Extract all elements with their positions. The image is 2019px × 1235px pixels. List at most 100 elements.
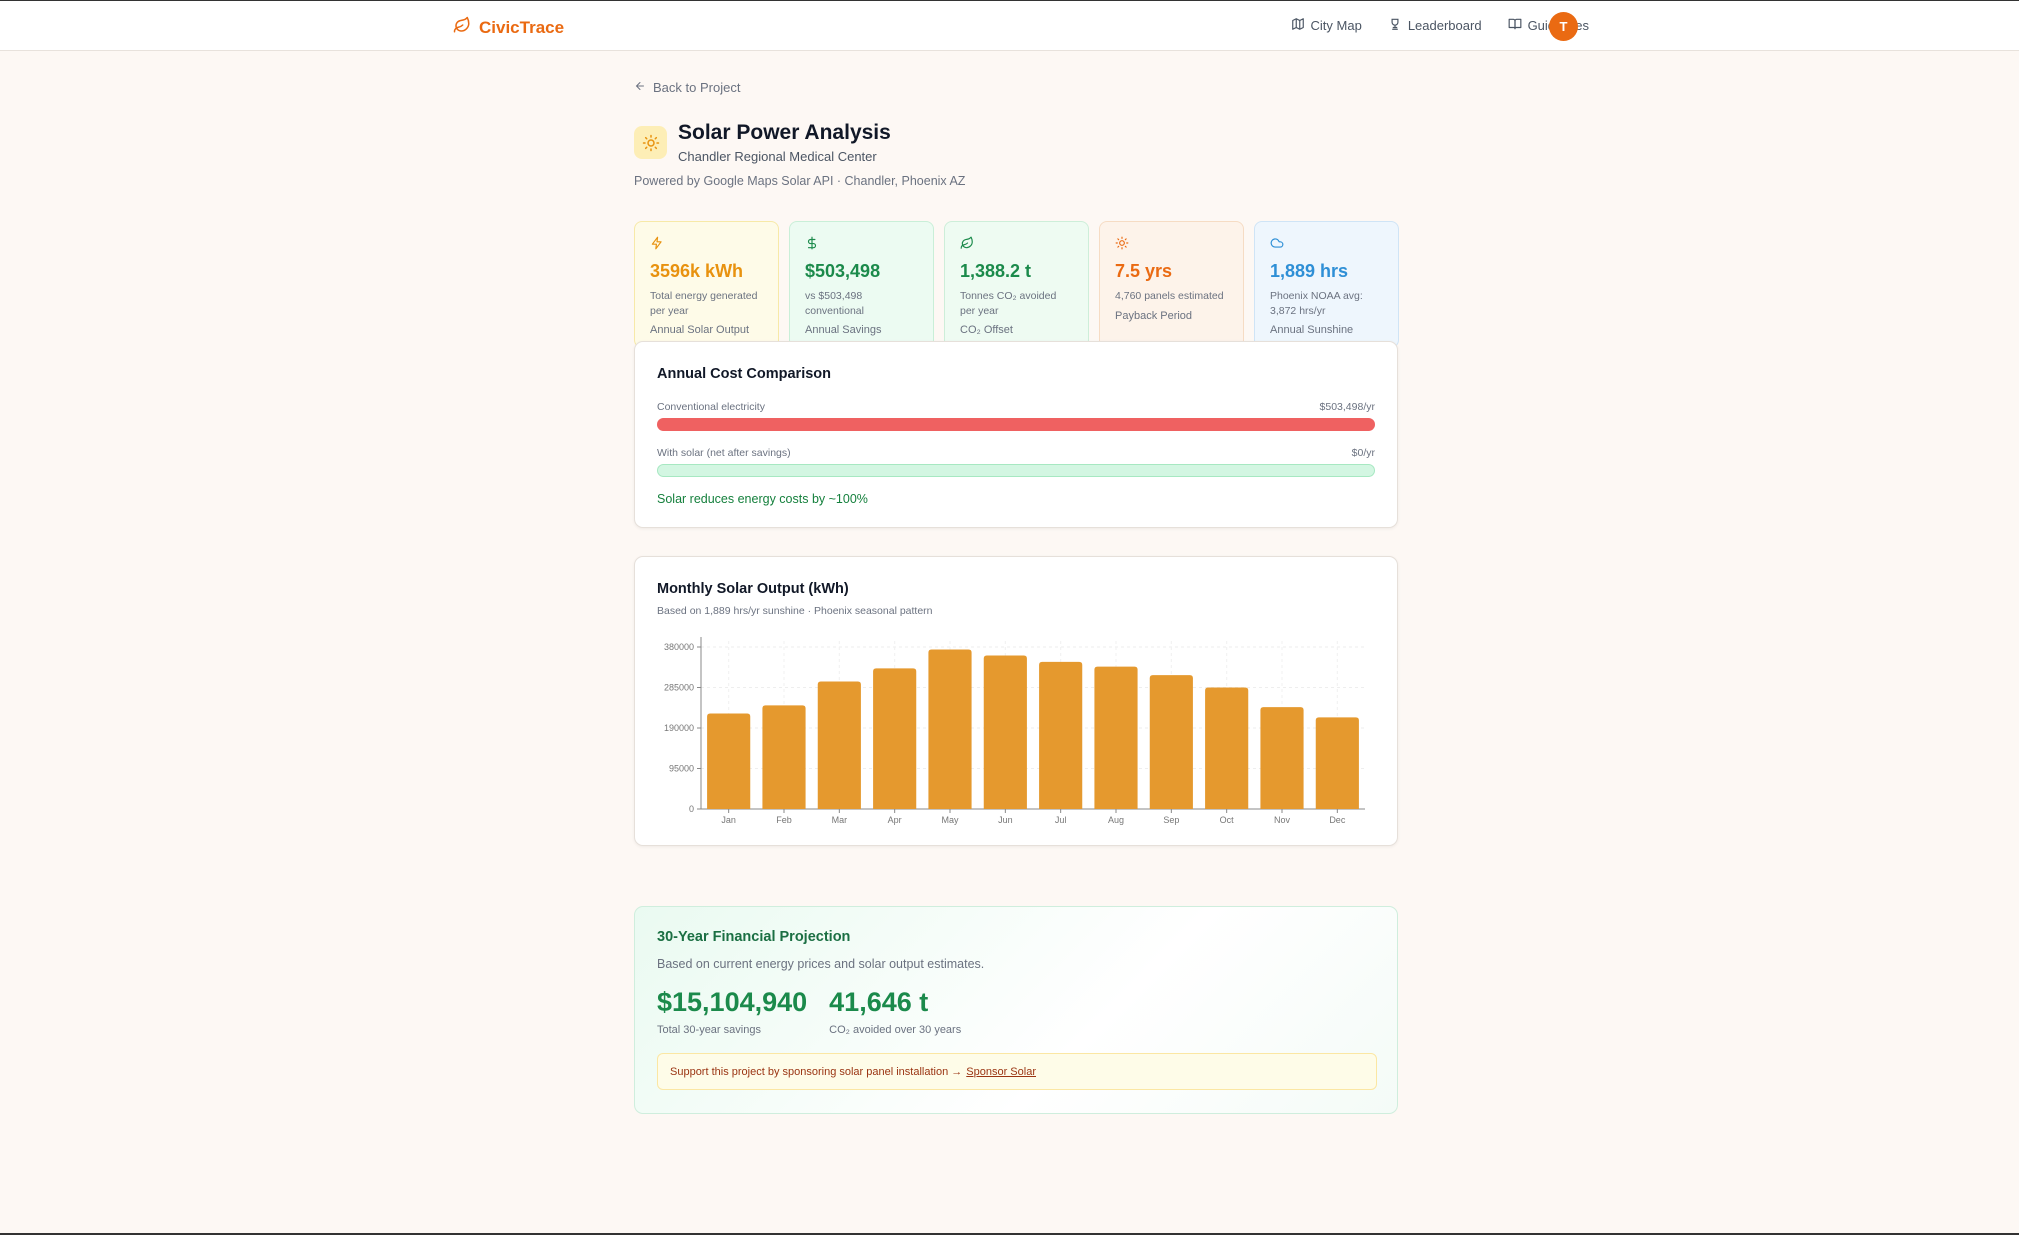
- map-icon: [1291, 17, 1305, 34]
- x-tick-label: Feb: [776, 815, 792, 825]
- sponsor-solar-link[interactable]: Sponsor Solar: [966, 1065, 1036, 1078]
- conventional-value: $503,498/yr: [1319, 401, 1375, 413]
- brand-name: CivicTrace: [479, 17, 565, 37]
- brand-logo[interactable]: CivicTrace: [453, 16, 564, 39]
- y-tick-label: 95000: [669, 764, 694, 774]
- cost-comparison-card: Annual Cost Comparison Conventional elec…: [634, 341, 1398, 528]
- leaf-icon: [960, 236, 1073, 252]
- x-tick-label: Sep: [1163, 815, 1179, 825]
- y-tick-label: 285000: [664, 683, 694, 693]
- savings-value: $15,104,940: [657, 987, 808, 1017]
- stat-description: 4,760 panels estimated: [1115, 290, 1224, 302]
- stat-label: CO₂ Offset: [960, 324, 1013, 337]
- back-to-project-link[interactable]: Back to Project: [634, 80, 740, 95]
- projection-card: 30-Year Financial Projection Based on cu…: [634, 906, 1398, 1114]
- leaf-logo-icon: [453, 16, 471, 39]
- co2-value: 41,646 t: [829, 987, 929, 1017]
- co2-label: CO₂ avoided over 30 years: [829, 1024, 962, 1036]
- sun-title-icon: [634, 126, 667, 159]
- sponsor-text: Support this project by sponsoring solar…: [670, 1065, 963, 1078]
- bar-dec: [1315, 717, 1359, 809]
- stat-label: Annual Savings: [805, 324, 882, 337]
- x-tick-label: Apr: [888, 815, 902, 825]
- bar-jan: [707, 713, 751, 809]
- arrow-left-icon: [634, 80, 646, 95]
- solar-value: $0/yr: [1351, 447, 1375, 459]
- savings-label: Total 30-year savings: [657, 1024, 761, 1036]
- stat-value: 7.5 yrs: [1115, 261, 1173, 281]
- stat-description: Total energy generated per year: [650, 290, 758, 317]
- lightning-icon: [650, 236, 763, 252]
- stats-row: 3596k kWh Total energy generated per year…: [634, 221, 1399, 348]
- stat-card: 7.5 yrs 4,760 panels estimated Payback Per…: [1099, 221, 1244, 348]
- back-label: Back to Project: [653, 80, 741, 95]
- x-tick-label: Jan: [721, 815, 736, 825]
- x-tick-label: Aug: [1108, 815, 1124, 825]
- projection-title: 30-Year Financial Projection: [657, 929, 851, 945]
- x-tick-label: Jun: [998, 815, 1013, 825]
- page-subtitle: Chandler Regional Medical Center: [678, 149, 877, 164]
- bar-aug: [1094, 666, 1138, 809]
- stat-description: vs $503,498 conventional: [805, 290, 864, 317]
- stat-label: Annual Sunshine: [1270, 324, 1354, 337]
- monthly-output-card: Monthly Solar Output (kWh) Based on 1,88…: [634, 556, 1398, 846]
- powered-by-text: Powered by Google Maps Solar API · Chand…: [634, 174, 966, 188]
- y-tick-label: 190000: [664, 723, 694, 733]
- stat-description: Phoenix NOAA avg: 3,872 hrs/yr: [1270, 290, 1363, 317]
- book-icon: [1508, 17, 1522, 34]
- page-title: Solar Power Analysis: [678, 121, 891, 144]
- monthly-output-subtitle: Based on 1,889 hrs/yr sunshine · Phoenix…: [657, 605, 933, 617]
- bar-oct: [1205, 687, 1249, 809]
- projection-co2: 41,646 t CO₂ avoided over 30 years: [829, 987, 961, 1036]
- bar-may: [928, 649, 972, 809]
- nav-label: City Map: [1310, 18, 1362, 33]
- stat-label: Annual Solar Output: [650, 324, 750, 337]
- x-tick-label: May: [941, 815, 959, 825]
- stat-value: 3596k kWh: [650, 261, 744, 281]
- monthly-output-title: Monthly Solar Output (kWh): [657, 581, 849, 597]
- stat-card: $503,498 vs $503,498 conventional Annual S…: [789, 221, 934, 348]
- stat-description: Tonnes CO₂ avoided per year: [960, 290, 1057, 317]
- stat-value: 1,889 hrs: [1270, 261, 1349, 281]
- conventional-label: Conventional electricity: [657, 401, 765, 413]
- stat-card: 1,889 hrs Phoenix NOAA avg: 3,872 hrs/yr A…: [1254, 221, 1399, 348]
- conventional-bar-track: [657, 418, 1375, 431]
- nav-city-map[interactable]: City Map: [1291, 17, 1362, 34]
- savings-note: Solar reduces energy costs by ~100%: [657, 492, 868, 506]
- bar-mar: [817, 681, 861, 809]
- x-tick-label: Oct: [1220, 815, 1235, 825]
- user-avatar[interactable]: T: [1549, 12, 1578, 41]
- stat-card: 1,388.2 t Tonnes CO₂ avoided per year CO₂ …: [944, 221, 1089, 348]
- monthly-bar-chart: 0 95000 190000 285000 380000 Jan Feb Mar Apr May J…: [664, 637, 1365, 825]
- solar-bar-track: [657, 464, 1375, 477]
- bar-jun: [983, 655, 1027, 809]
- y-tick-label: 0: [689, 804, 694, 814]
- cloud-icon: [1270, 236, 1383, 252]
- bar-jul: [1039, 661, 1083, 809]
- x-tick-label: Dec: [1329, 815, 1346, 825]
- top-navbar: CivicTrace City Map Leaderboard Guidelin…: [0, 1, 2019, 51]
- conventional-row: Conventional electricity $503,498/yr: [657, 401, 1375, 413]
- bar-feb: [762, 705, 806, 809]
- conventional-bar-fill: [657, 418, 1375, 431]
- stat-label: Payback Period: [1115, 309, 1193, 322]
- x-tick-label: Mar: [832, 815, 848, 825]
- projection-savings: $15,104,940 Total 30-year savings: [657, 987, 807, 1036]
- main-nav: City Map Leaderboard Guidelines: [1291, 17, 1589, 34]
- nav-leaderboard[interactable]: Leaderboard: [1388, 17, 1482, 34]
- solar-label: With solar (net after savings): [657, 447, 791, 459]
- x-tick-label: Jul: [1055, 815, 1067, 825]
- dollar-icon: [805, 236, 918, 252]
- trophy-icon: [1388, 17, 1402, 34]
- bar-sep: [1149, 675, 1193, 809]
- cost-comparison-title: Annual Cost Comparison: [657, 366, 832, 382]
- bar-nov: [1260, 707, 1304, 809]
- bar-apr: [873, 668, 917, 809]
- stat-value: 1,388.2 t: [960, 261, 1032, 281]
- y-tick-label: 380000: [664, 642, 694, 652]
- stat-card: 3596k kWh Total energy generated per year…: [634, 221, 779, 348]
- sun-icon: [1115, 236, 1228, 252]
- x-tick-label: Nov: [1274, 815, 1291, 825]
- projection-subtitle: Based on current energy prices and solar…: [657, 957, 985, 971]
- stat-value: $503,498: [805, 261, 881, 281]
